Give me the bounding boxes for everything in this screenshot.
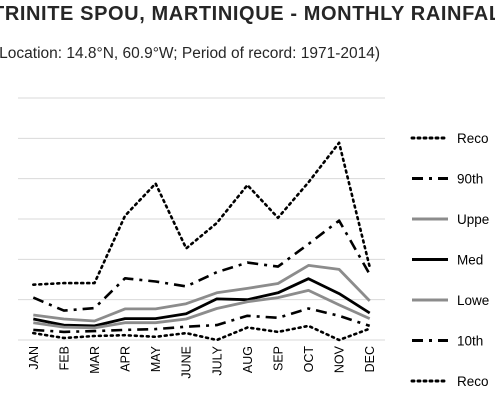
x-tick-label: MAY [149,345,163,372]
series-line-5 [33,288,371,330]
legend-label: Reco [457,131,489,146]
legend-label: 10th [457,334,483,349]
legend: Reco 90th Uppe Med Lowe 10th Reco [410,131,489,389]
legend-label: Med [457,253,483,268]
legend-label: Lowe [457,293,489,308]
series-line-4 [33,277,371,328]
legend-label: Reco [457,374,489,389]
x-tick-label: JULY [210,345,224,375]
x-tick-label: DEC [363,346,377,372]
x-tick-label: FEB [57,346,71,370]
series-line-7 [31,324,372,342]
series-line-3 [33,263,371,323]
x-tick-labels: JAN FEB MAR APR MAY JUNE JULY AUG SEP OCT NOV DEC [27,345,377,378]
series-lines [31,141,372,342]
x-tick-label: MAR [88,346,102,374]
x-tick-label: JAN [27,346,41,370]
legend-label: 90th [457,172,483,187]
grid-lines [18,97,385,341]
x-tick-label: SEP [271,346,285,371]
series-line-1 [31,141,372,287]
series-line-6 [33,307,371,334]
legend-label: Uppe [457,212,489,227]
series-line-2 [32,219,371,312]
x-tick-label: JUNE [180,346,194,379]
x-tick-label: OCT [302,346,316,373]
x-tick-label: AUG [241,346,255,373]
x-tick-label: NOV [333,345,347,373]
x-tick-label: APR [119,346,133,372]
